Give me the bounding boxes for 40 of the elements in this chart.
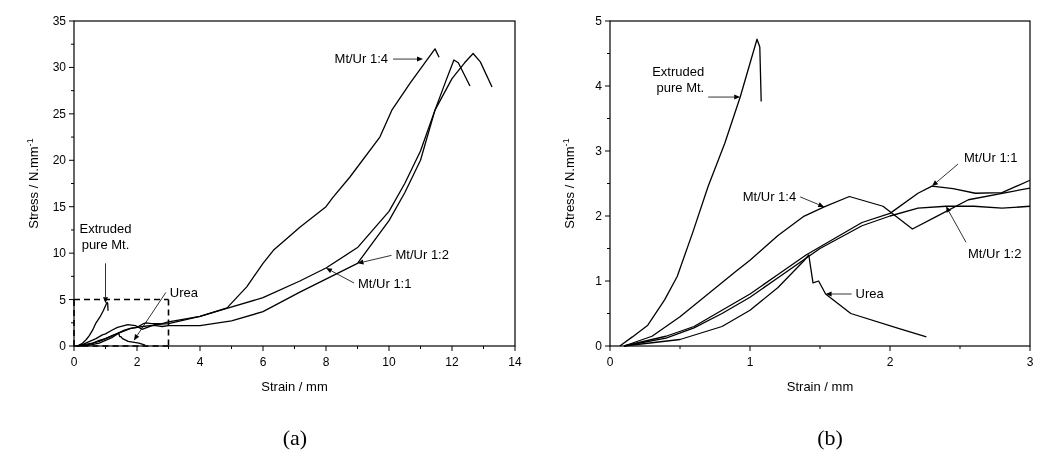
annotation: Mt/Ur 1:2 bbox=[968, 246, 1022, 262]
y-tick-label: 10 bbox=[52, 246, 67, 261]
x-tick-label: 4 bbox=[196, 355, 204, 369]
x-tick-label: 0 bbox=[70, 355, 78, 369]
annotation: Mt/Ur 1:1 bbox=[358, 276, 412, 291]
y-tick-label: 4 bbox=[595, 79, 603, 93]
y-tick-label: 35 bbox=[52, 14, 67, 28]
y-tick-label: 3 bbox=[595, 144, 603, 158]
y-tick-label: 30 bbox=[52, 60, 67, 75]
x-axis-title: Strain / mm bbox=[261, 379, 328, 394]
annotation: Urea bbox=[855, 286, 885, 301]
y-tick-label: 2 bbox=[595, 209, 603, 223]
y-tick-label: 0 bbox=[595, 339, 603, 353]
y-tick-label: 5 bbox=[595, 14, 603, 28]
y-tick-label: 5 bbox=[59, 292, 67, 307]
x-tick-label: 2 bbox=[133, 355, 141, 369]
annotation: Mt/Ur 1:4 bbox=[742, 188, 797, 204]
annotation: Mt/Ur 1:4 bbox=[334, 51, 389, 67]
x-tick-label: 8 bbox=[322, 355, 330, 369]
text: (b) bbox=[817, 425, 843, 450]
y-tick-label: 20 bbox=[52, 153, 67, 168]
x-tick-label: 0 bbox=[606, 355, 614, 369]
annotation: Mt/Ur 1:2 bbox=[395, 247, 449, 263]
y-tick-label: 0 bbox=[59, 339, 67, 353]
annotation: Urea bbox=[169, 285, 199, 301]
x-tick-label: 1 bbox=[746, 355, 754, 369]
x-tick-label: 2 bbox=[886, 355, 894, 369]
y-tick-label: 25 bbox=[52, 106, 67, 121]
x-tick-label: 6 bbox=[259, 355, 267, 369]
text: (a) bbox=[282, 425, 308, 450]
x-tick-label: 12 bbox=[445, 355, 459, 369]
y-tick-label: 15 bbox=[52, 199, 67, 214]
x-tick-label: 10 bbox=[382, 355, 396, 369]
y-tick-label: 1 bbox=[595, 274, 603, 288]
annotation: Extruded pure Mt. bbox=[79, 221, 132, 253]
x-tick-label: 3 bbox=[1026, 355, 1034, 369]
x-axis-title: Strain / mm bbox=[786, 379, 854, 394]
annotation: Mt/Ur 1:1 bbox=[964, 150, 1018, 166]
annotation: Extruded pure Mt. bbox=[652, 64, 705, 96]
x-tick-label: 14 bbox=[508, 355, 522, 369]
